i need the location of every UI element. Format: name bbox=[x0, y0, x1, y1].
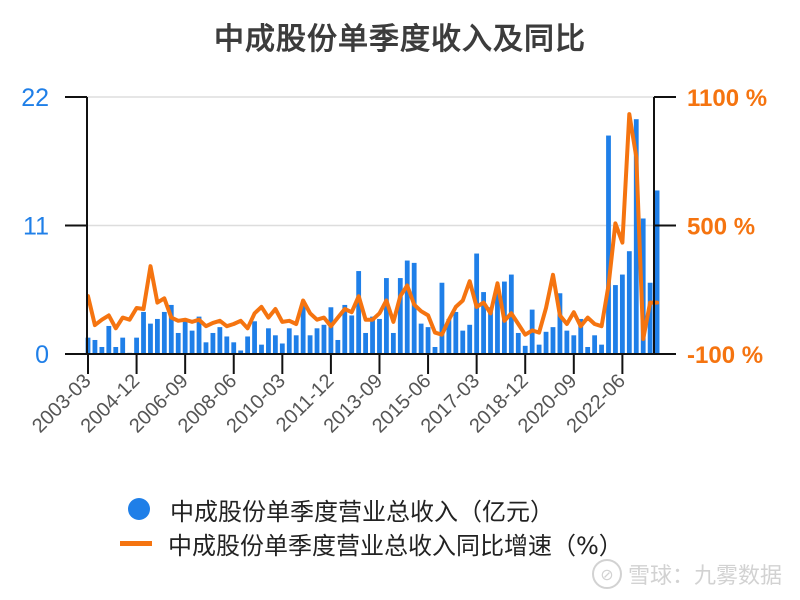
revenue-bar bbox=[182, 321, 188, 354]
orange-line-icon bbox=[120, 540, 152, 546]
right-tick-label: -100 % bbox=[687, 342, 763, 369]
revenue-bar bbox=[266, 328, 271, 354]
revenue-bar bbox=[328, 307, 334, 354]
revenue-bar bbox=[377, 318, 382, 354]
revenue-bar bbox=[217, 327, 223, 354]
revenue-bar bbox=[495, 287, 500, 354]
revenue-bar bbox=[335, 339, 341, 354]
revenue-bar bbox=[564, 330, 570, 354]
revenue-bar bbox=[592, 335, 598, 354]
revenue-bar bbox=[647, 282, 653, 354]
revenue-bar bbox=[404, 260, 410, 354]
revenue-bar bbox=[370, 316, 375, 354]
revenue-bar bbox=[293, 335, 299, 354]
right-tick-label: 500 % bbox=[687, 214, 755, 241]
revenue-bar bbox=[418, 323, 424, 354]
revenue-bar bbox=[606, 135, 611, 354]
revenue-bar bbox=[321, 324, 327, 354]
revenue-bar bbox=[550, 327, 556, 354]
legend-item-yoy[interactable]: 中成股份单季度营业总收入同比增速（%） bbox=[120, 526, 623, 560]
revenue-bar bbox=[189, 330, 195, 354]
revenue-bar bbox=[522, 345, 528, 354]
revenue-bar bbox=[613, 285, 618, 354]
revenue-bar bbox=[168, 304, 174, 354]
revenue-bar bbox=[425, 327, 431, 354]
yoy-line bbox=[86, 112, 660, 341]
revenue-bar bbox=[210, 332, 216, 354]
revenue-bar bbox=[161, 311, 167, 354]
legend-label-revenue: 中成股份单季度营业总收入（亿元） bbox=[170, 497, 554, 526]
revenue-bar bbox=[536, 344, 542, 354]
revenue-bar bbox=[488, 307, 493, 354]
revenue-bar bbox=[654, 190, 660, 354]
right-tick-label: 1100 % bbox=[687, 85, 767, 112]
revenue-bar bbox=[515, 332, 521, 354]
revenue-bar bbox=[585, 346, 591, 354]
revenue-bar bbox=[384, 278, 389, 354]
revenue-bar bbox=[599, 344, 604, 354]
revenue-bar bbox=[272, 335, 278, 354]
left-tick-label: 0 bbox=[35, 341, 49, 369]
revenue-bar bbox=[481, 292, 486, 354]
revenue-bar bbox=[196, 316, 202, 354]
revenue-bar bbox=[300, 304, 306, 354]
legend-label-yoy: 中成股份单季度营业总收入同比增速（%） bbox=[168, 531, 623, 560]
revenue-bar bbox=[120, 337, 126, 354]
revenue-bar bbox=[314, 328, 320, 354]
revenue-bar bbox=[141, 311, 146, 354]
revenue-bar bbox=[224, 336, 230, 354]
left-tick-label: 22 bbox=[21, 84, 49, 112]
blue-circle-icon bbox=[128, 498, 150, 520]
chart-title: 中成股份单季度收入及同比 bbox=[214, 22, 586, 57]
revenue-bar bbox=[467, 324, 473, 354]
revenue-bar bbox=[356, 271, 362, 354]
revenue-bar bbox=[453, 311, 459, 354]
revenue-bar bbox=[571, 335, 577, 354]
revenue-bar bbox=[106, 325, 112, 354]
revenue-bar bbox=[231, 342, 237, 354]
revenue-bar bbox=[439, 282, 445, 354]
revenue-bar bbox=[460, 330, 466, 354]
revenue-bar bbox=[578, 318, 584, 354]
revenue-bar bbox=[92, 339, 98, 354]
revenue-bar bbox=[279, 343, 285, 354]
revenue-bar bbox=[148, 323, 153, 354]
revenue-bar bbox=[363, 332, 368, 354]
revenue-bar bbox=[245, 336, 251, 354]
revenue-bar bbox=[203, 342, 209, 354]
revenue-bar bbox=[633, 119, 639, 354]
revenue-bar bbox=[113, 346, 119, 354]
revenue-bar bbox=[307, 335, 313, 354]
snowball-logo-icon: ⊘ bbox=[591, 559, 622, 589]
revenue-bar bbox=[619, 274, 625, 354]
revenue-bar bbox=[238, 350, 244, 354]
revenue-bar bbox=[342, 304, 348, 354]
left-tick-label: 11 bbox=[23, 213, 49, 241]
legend: 中成股份单季度营业总收入（亿元） 中成股份单季度营业总收入同比增速（%） bbox=[120, 492, 623, 560]
revenue-bar bbox=[175, 332, 181, 354]
revenue-bar bbox=[349, 315, 355, 354]
revenue-bar bbox=[252, 321, 257, 354]
revenue-bar bbox=[557, 293, 563, 354]
watermark-text: 雪球：九雾数据 bbox=[627, 564, 782, 589]
revenue-bar bbox=[411, 262, 417, 354]
revenue-bar bbox=[543, 331, 549, 354]
watermark: ⊘ 雪球：九雾数据 bbox=[591, 558, 782, 590]
revenue-bar bbox=[259, 344, 264, 354]
revenue-bar bbox=[99, 346, 105, 354]
revenue-bar bbox=[134, 337, 139, 354]
legend-item-revenue[interactable]: 中成股份单季度营业总收入（亿元） bbox=[124, 492, 623, 526]
revenue-bar bbox=[155, 318, 160, 354]
revenue-bar bbox=[390, 332, 396, 354]
revenue-bar bbox=[286, 328, 292, 354]
revenue-bar bbox=[432, 346, 438, 354]
revenue-bar bbox=[626, 251, 632, 354]
revenue-bar bbox=[397, 278, 403, 354]
revenue-bar bbox=[446, 318, 452, 354]
